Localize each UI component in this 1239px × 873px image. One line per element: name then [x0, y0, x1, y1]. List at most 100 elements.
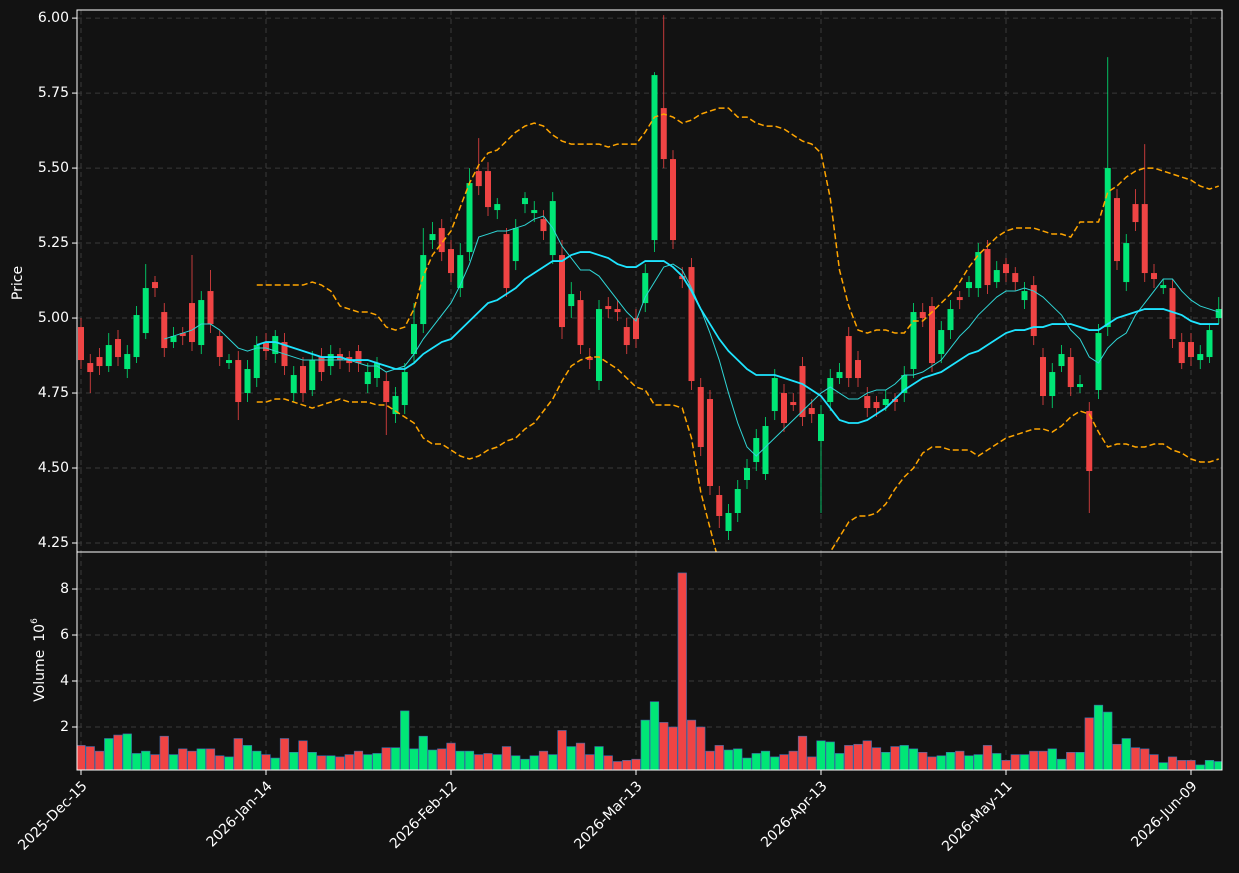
- candle-body: [808, 408, 815, 415]
- candle-body: [374, 363, 380, 379]
- candle-body: [901, 375, 908, 394]
- volume-bar: [890, 746, 900, 770]
- volume-bar: [945, 751, 956, 770]
- indicator-line: [256, 251, 1219, 424]
- volume-bar: [1158, 762, 1168, 770]
- volume-bar: [390, 747, 401, 770]
- volume-bar: [1066, 751, 1076, 770]
- candle-body: [836, 372, 843, 379]
- candle-body: [438, 228, 445, 253]
- candle-body: [494, 204, 501, 211]
- volume-bar: [400, 710, 410, 770]
- volume-bar: [723, 749, 734, 770]
- volume-bar: [918, 751, 928, 770]
- candle-body: [993, 270, 1000, 283]
- candle-body: [744, 468, 750, 481]
- volume-bar: [520, 758, 530, 770]
- candle-body: [226, 360, 232, 364]
- candle-body: [688, 267, 695, 382]
- volume-bar: [196, 748, 206, 770]
- candle-body: [864, 396, 871, 409]
- volume-bar: [1177, 760, 1187, 770]
- volume-bar: [483, 753, 493, 770]
- candle-body: [429, 234, 436, 241]
- volume-bar: [1214, 761, 1222, 770]
- volume-bar: [844, 745, 854, 770]
- candle-body: [170, 336, 177, 343]
- volume-bar: [252, 750, 262, 770]
- candle-body: [984, 249, 991, 286]
- candle-body: [1197, 354, 1204, 361]
- volume-bar: [1038, 750, 1048, 770]
- candle-body: [586, 357, 593, 361]
- candle-body: [651, 75, 658, 241]
- candle-body: [1095, 333, 1102, 391]
- y-tick-label: 6.00: [38, 10, 69, 26]
- volume-bar: [187, 750, 197, 770]
- volume-bar: [779, 754, 789, 770]
- volume-bar: [511, 755, 521, 770]
- volume-bar: [631, 758, 641, 770]
- volume-bar: [1103, 711, 1113, 770]
- candle-body: [189, 303, 195, 343]
- candle-body: [87, 363, 94, 373]
- volume-bar: [686, 719, 697, 770]
- y-axis-label: Volume 106: [30, 618, 49, 702]
- volume-bar: [159, 735, 169, 770]
- volume-bar: [733, 748, 743, 770]
- candle-body: [216, 336, 223, 358]
- volume-frame: [76, 551, 1223, 771]
- volume-bar: [113, 734, 123, 770]
- candle-body: [642, 273, 649, 304]
- volume-bar: [372, 753, 382, 770]
- volume-bar: [1186, 760, 1196, 770]
- y-tick-label: 4.75: [38, 385, 69, 401]
- candle-body: [401, 372, 408, 406]
- candle-body: [938, 330, 945, 355]
- indicator-line: [256, 356, 1219, 552]
- candle-body: [929, 306, 935, 364]
- volume-bar: [1029, 750, 1039, 770]
- volume-bar: [742, 757, 752, 770]
- candle-body: [1141, 204, 1148, 274]
- candle-body: [364, 372, 371, 385]
- volume-bar: [1112, 743, 1122, 770]
- volume-bar: [816, 740, 826, 770]
- candle-body: [1067, 357, 1074, 388]
- volume-bar: [363, 754, 373, 770]
- volume-bar: [474, 754, 484, 770]
- volume-bar: [168, 754, 179, 770]
- candle-body: [318, 357, 325, 373]
- candle-body: [244, 369, 251, 394]
- volume-bar: [307, 751, 317, 770]
- candle-body: [910, 312, 917, 370]
- y-axis-label-text: Volume: [32, 650, 48, 702]
- volume-bar: [964, 755, 974, 770]
- candle-body: [503, 234, 510, 289]
- volume-bar: [659, 722, 669, 770]
- candle-body: [115, 339, 121, 358]
- volume-bar: [1010, 754, 1020, 770]
- volume-bar: [316, 755, 327, 770]
- volume-bar: [446, 742, 456, 770]
- volume-bar: [853, 743, 863, 770]
- volume-bar: [585, 754, 595, 770]
- candle-body: [790, 402, 797, 406]
- candle-body: [975, 252, 982, 289]
- volume-bar: [649, 701, 660, 770]
- volume-bar: [261, 754, 271, 770]
- volume-bar: [1140, 748, 1150, 770]
- volume-bar: [955, 750, 965, 770]
- volume-bar: [205, 748, 216, 770]
- candle-body: [605, 306, 612, 310]
- volume-bar: [982, 745, 993, 770]
- candle-body: [420, 255, 427, 325]
- candle-body: [235, 360, 242, 403]
- candle-body: [873, 402, 880, 409]
- volume-bar: [594, 746, 604, 770]
- candle-body: [1012, 273, 1019, 283]
- volume-bar: [501, 746, 512, 770]
- volume-bar: [289, 751, 299, 770]
- candle-body: [207, 291, 214, 325]
